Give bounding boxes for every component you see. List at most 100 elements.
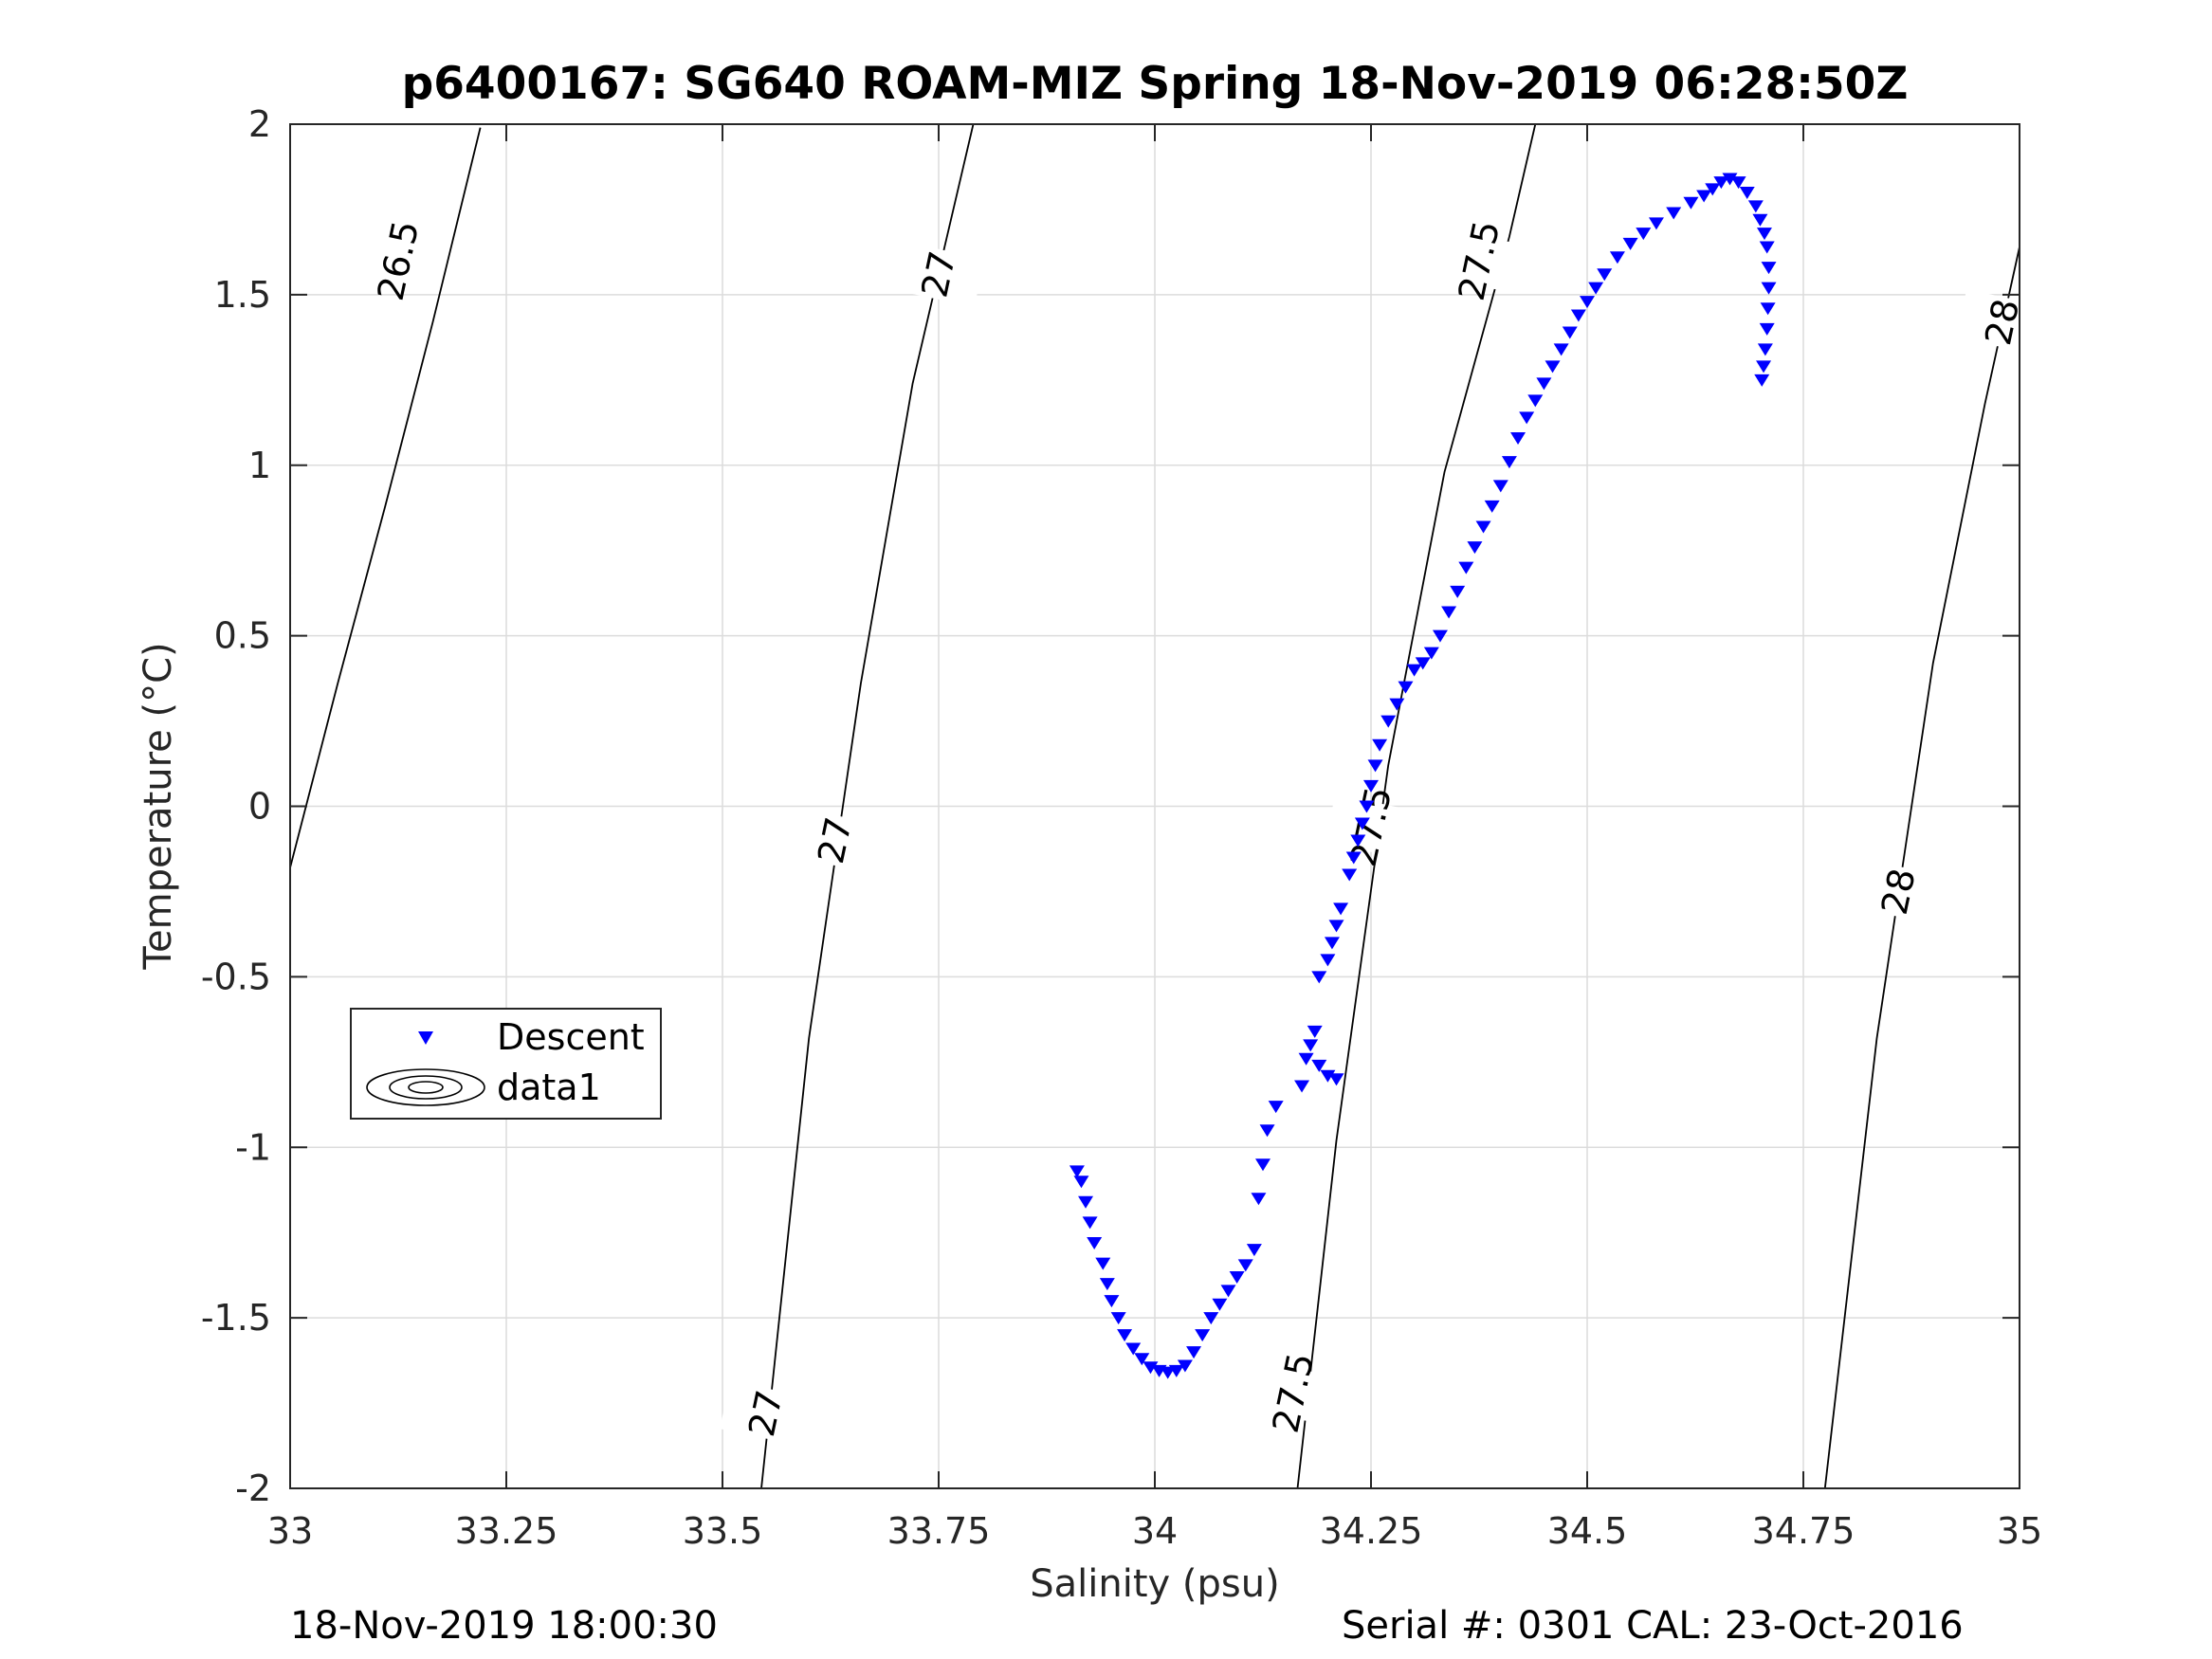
descent-point xyxy=(1752,213,1768,227)
chart-title: p6400167: SG640 ROAM-MIZ Spring 18-Nov-2… xyxy=(402,58,1909,110)
descent-point xyxy=(1298,1052,1314,1066)
descent-point xyxy=(1328,1073,1344,1086)
descent-point xyxy=(1458,561,1474,574)
descent-point xyxy=(1666,207,1682,220)
descent-point xyxy=(1622,237,1638,250)
descent-point xyxy=(1648,217,1664,230)
contour-label-mask xyxy=(1956,289,2049,356)
descent-point xyxy=(1311,1059,1327,1072)
descent-point xyxy=(1229,1270,1245,1284)
descent-point xyxy=(1195,1329,1211,1342)
descent-point xyxy=(1069,1165,1085,1178)
descent-point xyxy=(1372,738,1388,752)
descent-point xyxy=(1519,411,1535,425)
contour-label-mask xyxy=(352,228,445,294)
grid-lines xyxy=(290,124,2020,1488)
descent-point xyxy=(1328,920,1344,933)
descent-point xyxy=(1307,1025,1323,1038)
descent-point xyxy=(1597,268,1613,282)
descent-point xyxy=(1087,1236,1103,1249)
descent-point xyxy=(1324,937,1340,950)
descent-point xyxy=(1492,480,1508,493)
density-contour-28 xyxy=(1823,246,2020,1489)
descent-series xyxy=(1069,173,1777,1379)
descent-point xyxy=(1609,251,1625,264)
descent-point xyxy=(1380,715,1397,728)
contour-label-mask xyxy=(720,1380,813,1447)
descent-point xyxy=(1073,1176,1089,1189)
descent-point xyxy=(1246,1244,1262,1257)
descent-point xyxy=(1251,1193,1267,1206)
contour-label-mask xyxy=(1247,1359,1340,1426)
descent-point xyxy=(1367,759,1383,773)
contour-label: 28 xyxy=(1874,865,1924,918)
descent-point xyxy=(1760,302,1776,316)
descent-point xyxy=(1134,1353,1150,1366)
legend-descent-label: Descent xyxy=(497,1016,645,1058)
contour-label: 27 xyxy=(740,1387,791,1440)
descent-point xyxy=(1143,1361,1159,1375)
descent-point xyxy=(1320,1069,1336,1083)
descent-point xyxy=(1342,868,1358,882)
descent-point xyxy=(1683,196,1699,210)
descent-point xyxy=(1311,971,1327,984)
legend-contour-icon xyxy=(366,1068,485,1106)
descent-point xyxy=(1747,200,1764,213)
x-tick-label: 35 xyxy=(1997,1510,2042,1552)
descent-point xyxy=(1754,374,1770,387)
descent-point xyxy=(1756,228,1772,241)
contour-label-mask xyxy=(1325,793,1417,860)
y-tick-label: 1.5 xyxy=(214,274,271,316)
descent-point xyxy=(1104,1295,1120,1308)
descent-point xyxy=(1761,262,1777,275)
contour-label-mask xyxy=(892,241,985,307)
descent-point xyxy=(1484,500,1500,513)
descent-point xyxy=(1757,343,1773,356)
descent-point xyxy=(1354,817,1370,830)
x-tick-label: 33.25 xyxy=(455,1510,558,1552)
descent-point xyxy=(1303,1039,1319,1052)
y-axis-label: Temperature (°C) xyxy=(137,642,180,970)
descent-point xyxy=(1203,1312,1219,1325)
descent-point xyxy=(1562,326,1578,339)
descent-point xyxy=(1160,1366,1176,1379)
descent-point xyxy=(1761,282,1777,295)
y-tick-label: 0.5 xyxy=(214,615,271,657)
density-contour-27.5 xyxy=(1296,123,1537,1489)
descent-point xyxy=(1333,902,1349,916)
descent-point xyxy=(1536,377,1552,391)
descent-point xyxy=(1294,1080,1310,1093)
y-tick-label: -1.5 xyxy=(201,1297,271,1339)
descent-point xyxy=(1713,176,1729,190)
contour-label: 27 xyxy=(913,247,963,301)
y-tick-label: 2 xyxy=(248,103,271,145)
descent-point xyxy=(1082,1216,1098,1230)
descent-point xyxy=(1570,309,1586,322)
x-tick-label: 34 xyxy=(1132,1510,1178,1552)
descent-point xyxy=(1759,241,1775,254)
descent-point xyxy=(1588,282,1604,295)
descent-point xyxy=(1389,698,1405,711)
x-axis-label: Salinity (psu) xyxy=(1030,1562,1279,1606)
descent-point xyxy=(1078,1195,1094,1209)
descent-point xyxy=(1125,1342,1142,1356)
descent-point xyxy=(1441,606,1457,619)
x-tick-label: 34.5 xyxy=(1547,1510,1628,1552)
x-tick-label: 34.25 xyxy=(1320,1510,1423,1552)
descent-point xyxy=(1415,657,1431,670)
contour-label: 27 xyxy=(810,813,860,866)
descent-point xyxy=(1212,1298,1228,1311)
x-tick-label: 34.75 xyxy=(1752,1510,1856,1552)
descent-point xyxy=(1345,851,1362,865)
descent-point xyxy=(1545,360,1561,374)
footer-serial-cal: Serial #: 0301 CAL: 23-Oct-2016 xyxy=(1342,1604,1964,1648)
descent-point xyxy=(1268,1101,1284,1114)
descent-point xyxy=(1168,1364,1184,1377)
x-tick-label: 33.75 xyxy=(887,1510,991,1552)
descent-point xyxy=(1696,190,1712,203)
descent-point xyxy=(1359,800,1375,813)
descent-point xyxy=(1255,1158,1271,1172)
descent-point xyxy=(1467,541,1483,555)
